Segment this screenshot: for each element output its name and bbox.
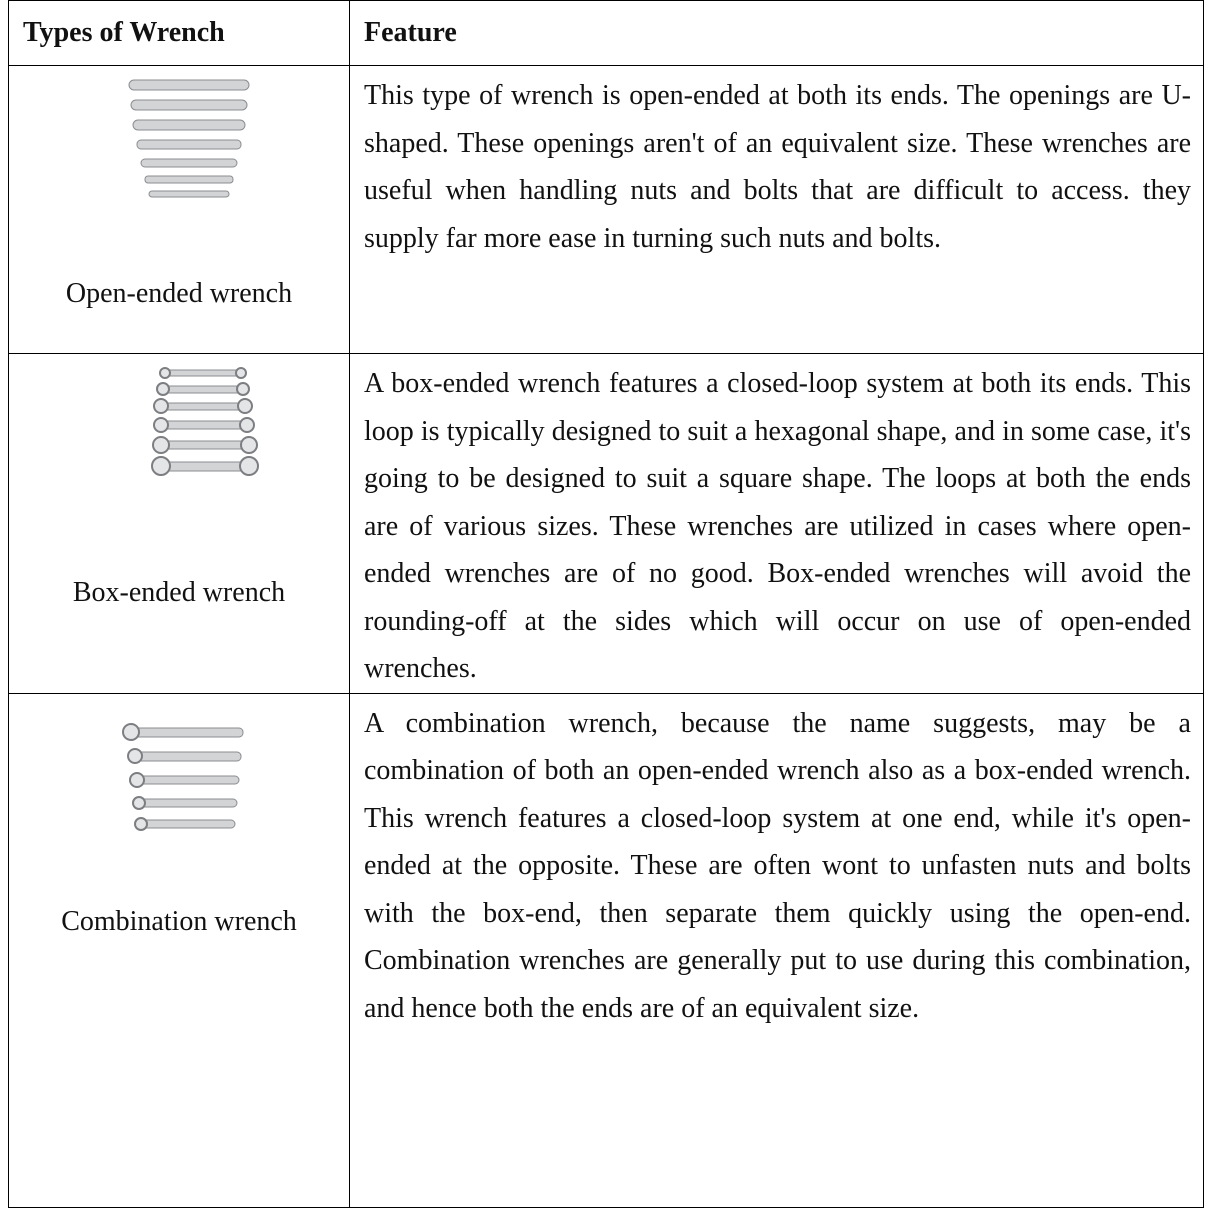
name-cell: Open-ended wrench [8,65,350,354]
header-row: Types of Wrench Feature [8,0,1204,66]
table-row: Combination wrench A combination wrench,… [8,692,1204,1208]
wrench-image [151,367,259,476]
name-cell: Box-ended wrench [8,353,350,694]
table-row: Box-ended wrench A box-ended wrench feat… [8,353,1204,694]
description-cell: A box-ended wrench features a closed-loo… [349,353,1204,694]
wrench-image [128,79,250,198]
wrench-table: Types of Wrench Feature Open-ended wrenc… [8,0,1204,1208]
wrench-name: Combination wrench [61,905,297,937]
table-row: Open-ended wrench This type of wrench is… [8,65,1204,354]
header-cell: Types of Wrench [8,0,350,66]
header-cell: Feature [349,0,1204,66]
description-cell: A combination wrench, because the name s… [349,692,1204,1208]
description-cell: This type of wrench is open-ended at bot… [349,65,1204,354]
name-cell: Combination wrench [8,692,350,1208]
page: {"table": {"header": ["Types of Wrench",… [8,0,1204,1208]
wrench-image [122,722,244,831]
wrench-name: Open-ended wrench [65,278,293,309]
wrench-name: Box-ended wrench [72,577,286,608]
